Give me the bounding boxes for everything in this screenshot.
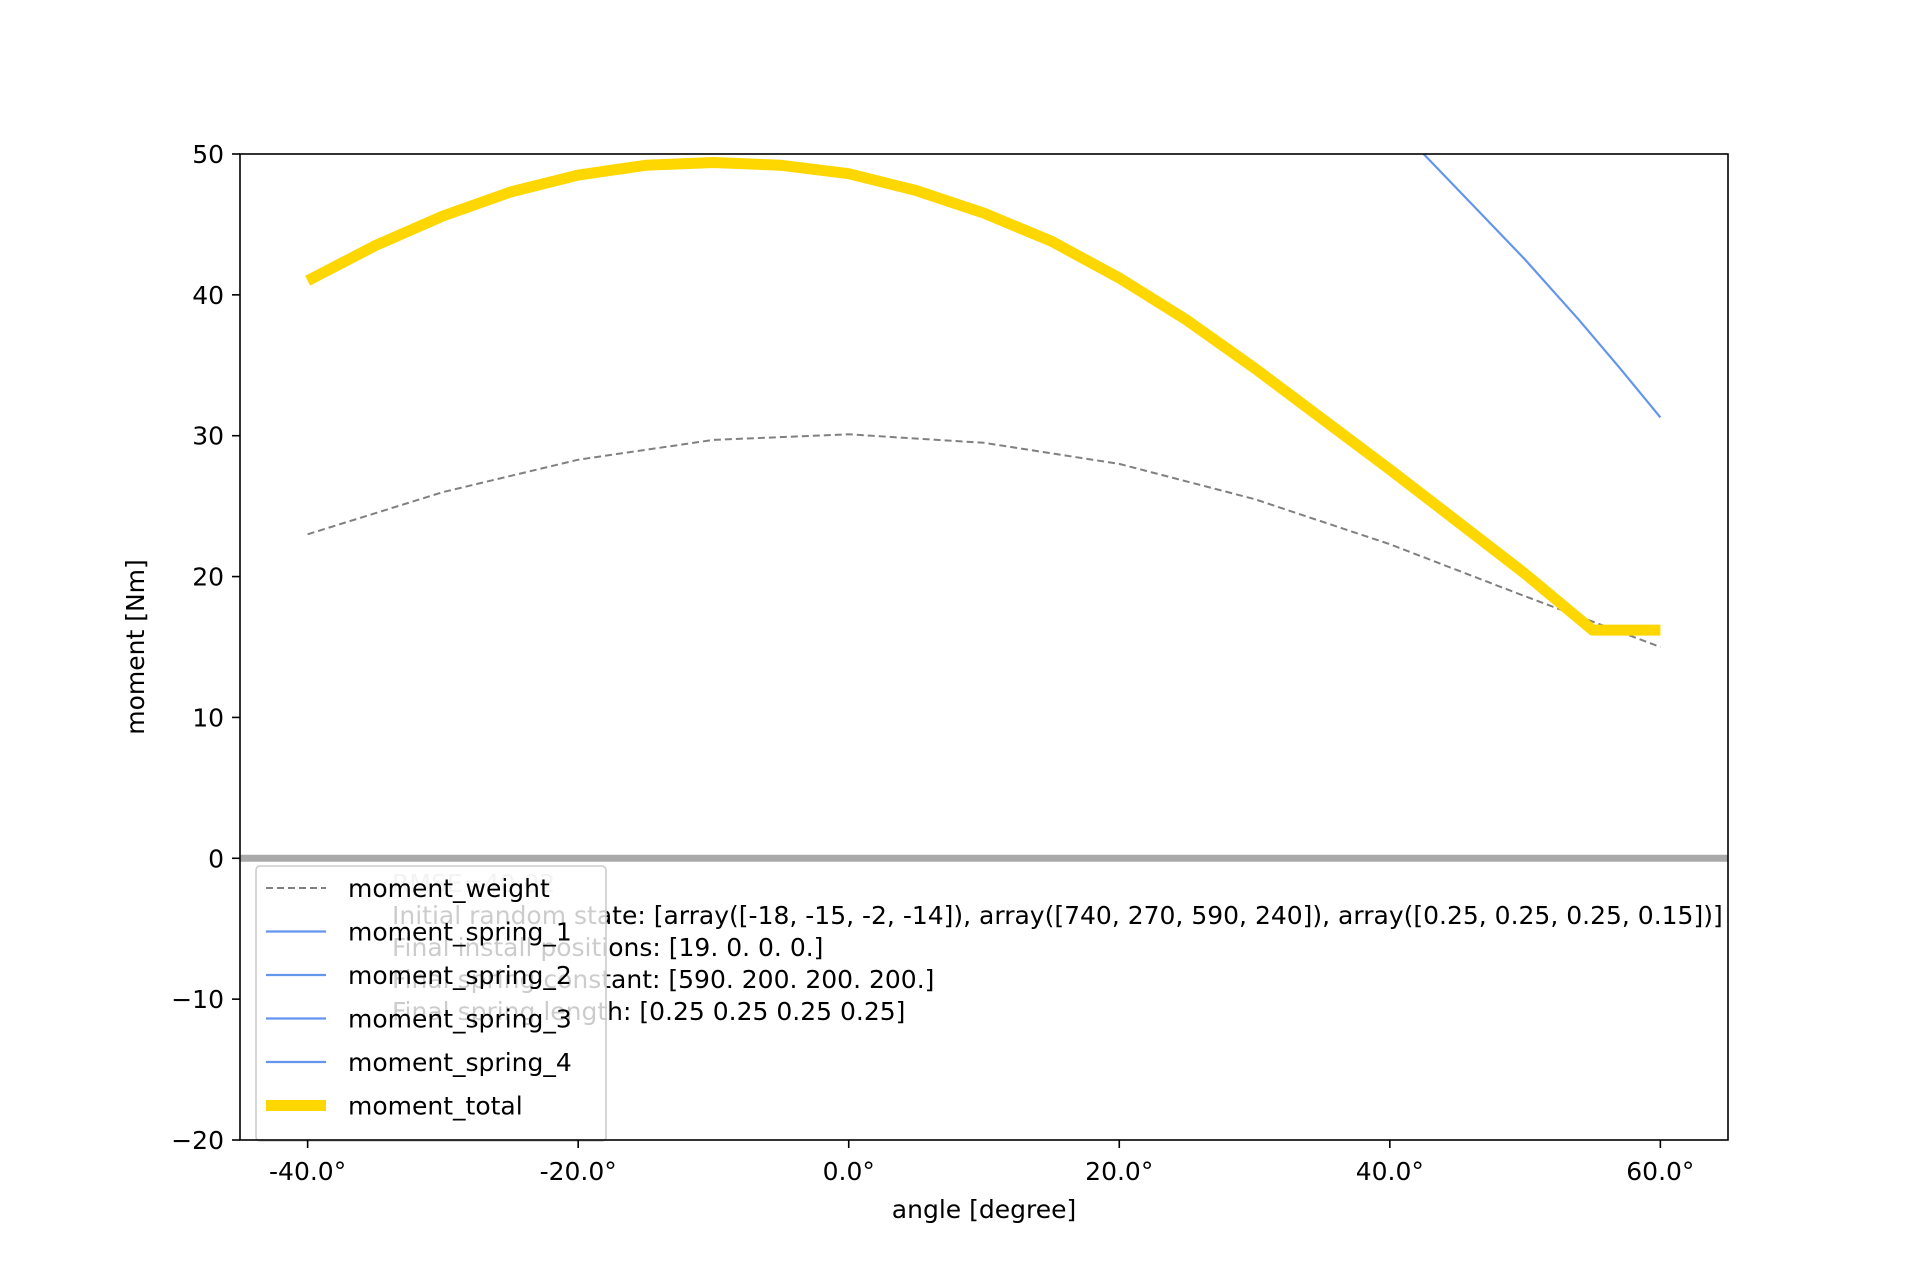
y-tick-label: 20 <box>192 563 224 592</box>
legend-box <box>255 865 607 1142</box>
annotation-line: Initial random state: [array([-18, -15, … <box>392 901 1723 930</box>
legend-label-moment-total: moment_total <box>348 1092 523 1121</box>
x-tick-label: 60.0° <box>1626 1157 1694 1186</box>
y-axis-label: moment [Nm] <box>121 559 150 735</box>
y-tick-label: 0 <box>208 844 224 873</box>
x-tick-label: 0.0° <box>823 1157 875 1186</box>
x-tick-label: -40.0° <box>269 1157 346 1186</box>
legend-label-moment-weight: moment_weight <box>348 874 550 903</box>
y-tick-label: 30 <box>192 422 224 451</box>
x-tick-label: -20.0° <box>540 1157 617 1186</box>
legend-label-moment-spring-4: moment_spring_4 <box>348 1048 572 1077</box>
y-tick-label: −20 <box>171 1126 224 1155</box>
series-line-moment-spring-1 <box>1422 154 1662 419</box>
y-tick-label: −10 <box>171 985 224 1014</box>
series-layer <box>240 154 1728 862</box>
x-axis-label: angle [degree] <box>892 1195 1076 1224</box>
series-line-moment-weight <box>307 433 1661 648</box>
x-tick-label: 40.0° <box>1356 1157 1424 1186</box>
x-tick-label: 20.0° <box>1085 1157 1153 1186</box>
plot-frame <box>239 153 1729 1141</box>
legend: moment_weight moment_spring_1 moment_sprin… <box>255 865 607 1142</box>
y-tick-label: 40 <box>192 281 224 310</box>
y-tick-label: 50 <box>192 140 224 169</box>
legend-label-moment-spring-3: moment_spring_3 <box>348 1005 572 1034</box>
legend-label-moment-spring-2: moment_spring_2 <box>348 961 572 990</box>
legend-label-moment-spring-1: moment_spring_1 <box>348 918 572 947</box>
axes: -40.0° -20.0° 0.0° 20.0° 40.0° 60.0° −20 −10 0 10… <box>171 140 1694 1186</box>
series-line-moment-total <box>305 157 1661 636</box>
y-tick-label: 10 <box>192 703 224 732</box>
